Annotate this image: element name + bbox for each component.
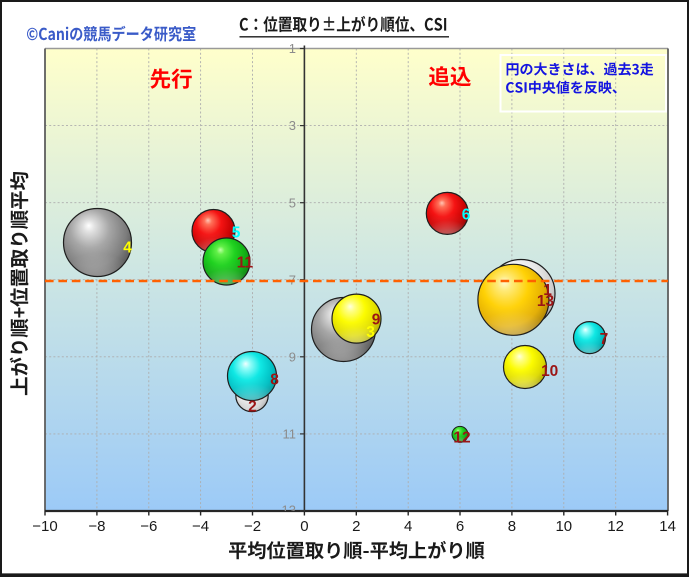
svg-text:−10: −10 xyxy=(32,518,57,535)
svg-text:12: 12 xyxy=(453,430,470,447)
svg-text:−4: −4 xyxy=(192,518,209,535)
svg-text:9: 9 xyxy=(372,312,381,329)
svg-text:13: 13 xyxy=(282,502,296,517)
svg-text:8: 8 xyxy=(270,372,279,389)
svg-text:9: 9 xyxy=(289,349,296,364)
svg-text:4: 4 xyxy=(404,518,412,535)
svg-text:−8: −8 xyxy=(88,518,105,535)
svg-text:−2: −2 xyxy=(244,518,261,535)
svg-text:1: 1 xyxy=(289,41,296,56)
svg-text:4: 4 xyxy=(123,239,132,256)
svg-text:11: 11 xyxy=(283,427,297,442)
svg-text:12: 12 xyxy=(607,518,624,535)
svg-text:7: 7 xyxy=(600,331,609,348)
svg-text:10: 10 xyxy=(541,363,558,380)
svg-text:−6: −6 xyxy=(140,518,157,535)
svg-text:10: 10 xyxy=(555,518,572,535)
svg-text:8: 8 xyxy=(508,518,516,535)
svg-text:0: 0 xyxy=(300,518,308,535)
svg-text:3: 3 xyxy=(289,118,296,133)
svg-text:5: 5 xyxy=(232,225,241,242)
svg-text:2: 2 xyxy=(248,399,257,416)
svg-text:2: 2 xyxy=(352,518,360,535)
svg-text:6: 6 xyxy=(456,518,464,535)
svg-text:11: 11 xyxy=(237,255,254,272)
svg-text:13: 13 xyxy=(537,293,555,310)
svg-text:6: 6 xyxy=(462,207,471,224)
svg-text:14: 14 xyxy=(659,518,676,535)
svg-text:3: 3 xyxy=(366,324,375,341)
svg-text:5: 5 xyxy=(289,195,296,210)
svg-text:1: 1 xyxy=(543,282,552,299)
